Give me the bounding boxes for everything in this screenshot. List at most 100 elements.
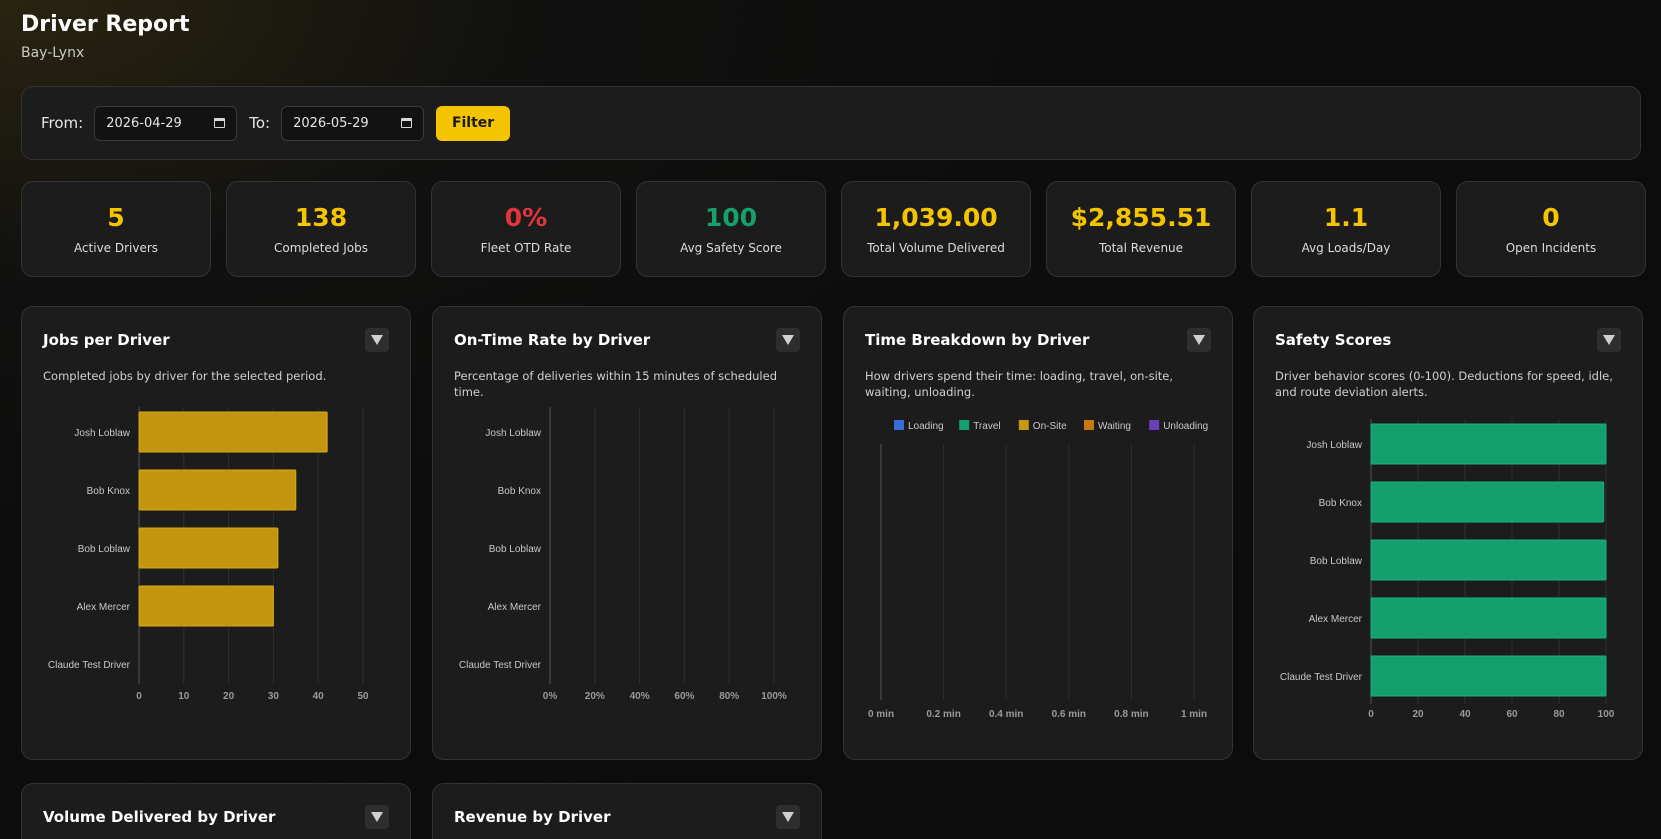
stat-value: $2,855.51 — [1070, 203, 1212, 232]
card-revenue-by-driver: Revenue by Driver — [432, 783, 822, 839]
bar — [1370, 597, 1607, 639]
x-tick-label: 80 — [1553, 709, 1565, 720]
bar — [138, 469, 297, 511]
x-tick-label: 0% — [543, 691, 558, 702]
page-title: Driver Report — [21, 12, 190, 37]
card-description: How drivers spend their time: loading, t… — [865, 369, 1174, 399]
chevron-down-icon — [371, 812, 383, 822]
stat-value: 100 — [704, 203, 758, 232]
x-tick-label: 0.4 min — [989, 709, 1023, 720]
x-tick-label: 0.6 min — [1052, 709, 1086, 720]
card-title: Time Breakdown by Driver — [865, 331, 1090, 349]
stats-row: 5 Active Drivers 138 Completed Jobs 0% F… — [21, 181, 1646, 277]
bar — [1370, 655, 1607, 697]
calendar-icon[interactable] — [401, 118, 413, 128]
stat-value: 1,039.00 — [874, 203, 998, 232]
stat-value: 1.1 — [1323, 203, 1369, 232]
card-volume-delivered: Volume Delivered by Driver — [21, 783, 411, 839]
to-date-value: 2026-05-29 — [293, 115, 369, 131]
filter-bar: From: 2026-04-29 To: 2026-05-29 Filter — [21, 86, 1641, 160]
collapse-toggle-button[interactable] — [776, 805, 800, 829]
safety-scores-chart: 0 20 40 60 80 100 Josh Loblaw Bob Knox Bob Lobla… — [1280, 419, 1615, 720]
chevron-down-icon — [1603, 335, 1615, 345]
page-subtitle: Bay-Lynx — [21, 45, 85, 61]
legend-swatch — [959, 420, 970, 430]
y-category-label: Alex Mercer — [488, 602, 542, 613]
from-label: From: — [41, 114, 84, 132]
stat-label: Total Revenue — [1098, 241, 1184, 255]
bar — [138, 411, 328, 453]
stat-card-total-volume: 1,039.00 Total Volume Delivered — [841, 181, 1031, 277]
stat-card-avg-loads-day: 1.1 Avg Loads/Day — [1251, 181, 1441, 277]
card-title: On-Time Rate by Driver — [454, 331, 651, 349]
legend-swatch — [1018, 420, 1029, 430]
stat-value: 138 — [294, 203, 348, 232]
jobs-per-driver-chart: 0 10 20 30 40 50 Josh Loblaw Bob Knox Bob Loblaw… — [48, 407, 369, 702]
chevron-down-icon — [782, 812, 794, 822]
stat-label: Completed Jobs — [273, 241, 368, 255]
on-time-rate-chart: 0% 20% 40% 60% 80% 100% Josh Loblaw Bob Knox Bob… — [459, 407, 787, 702]
collapse-toggle-button[interactable] — [365, 328, 389, 352]
x-tick-label: 0 — [1368, 709, 1374, 720]
filter-button[interactable]: Filter — [436, 105, 511, 141]
legend-label: On-Site — [1033, 421, 1067, 432]
y-category-label: Bob Loblaw — [1310, 556, 1363, 567]
stat-label: Open Incidents — [1505, 241, 1597, 255]
bar — [1370, 423, 1607, 465]
legend-label: Travel — [973, 421, 1000, 432]
bar — [138, 585, 274, 627]
stat-label: Avg Loads/Day — [1301, 241, 1391, 255]
x-tick-label: 30 — [268, 691, 280, 702]
stat-card-fleet-otd-rate: 0% Fleet OTD Rate — [431, 181, 621, 277]
x-tick-label: 0 — [136, 691, 142, 702]
collapse-toggle-button[interactable] — [365, 805, 389, 829]
to-label: To: — [249, 114, 271, 132]
y-category-label: Josh Loblaw — [74, 428, 130, 439]
card-jobs-per-driver: Jobs per Driver Completed jobs by driver… — [21, 306, 411, 760]
card-description: Completed jobs by driver for the selecte… — [43, 369, 327, 383]
y-category-label: Alex Mercer — [1309, 614, 1363, 625]
calendar-icon[interactable] — [214, 118, 226, 128]
collapse-toggle-button[interactable] — [776, 328, 800, 352]
card-title: Jobs per Driver — [43, 331, 170, 349]
x-tick-label: 60 — [1506, 709, 1518, 720]
stat-card-open-incidents: 0 Open Incidents — [1456, 181, 1646, 277]
legend-label: Unloading — [1163, 421, 1208, 432]
y-category-label: Bob Knox — [87, 486, 130, 497]
chevron-down-icon — [1193, 335, 1205, 345]
y-category-label: Bob Knox — [498, 486, 541, 497]
x-tick-label: 100 — [1598, 709, 1615, 720]
card-time-breakdown: Time Breakdown by Driver How drivers spe… — [843, 306, 1233, 760]
card-safety-scores: Safety Scores Driver behavior scores (0-… — [1253, 306, 1643, 760]
chevron-down-icon — [371, 335, 383, 345]
card-description: Driver behavior scores (0-100). Deductio… — [1275, 369, 1613, 399]
x-tick-label: 0 min — [868, 709, 894, 720]
x-tick-label: 0.8 min — [1114, 709, 1148, 720]
stat-value: 0 — [1542, 203, 1560, 232]
from-date-input[interactable]: 2026-04-29 — [94, 105, 238, 141]
legend-swatch — [894, 420, 904, 430]
stat-card-total-revenue: $2,855.51 Total Revenue — [1046, 181, 1236, 277]
x-tick-label: 100% — [761, 691, 787, 702]
y-category-label: Bob Loblaw — [78, 544, 131, 555]
bar — [138, 527, 279, 569]
legend-label: Loading — [908, 421, 944, 432]
legend-swatch — [1149, 420, 1160, 430]
to-date-input[interactable]: 2026-05-29 — [281, 105, 425, 141]
bar — [1370, 539, 1607, 581]
collapse-toggle-button[interactable] — [1187, 328, 1211, 352]
stat-card-avg-safety-score: 100 Avg Safety Score — [636, 181, 826, 277]
x-tick-label: 40 — [1459, 709, 1471, 720]
legend-swatch — [1084, 420, 1094, 430]
x-tick-label: 50 — [357, 691, 369, 702]
x-tick-label: 20% — [585, 691, 605, 702]
x-tick-label: 60% — [674, 691, 694, 702]
y-category-label: Claude Test Driver — [1280, 672, 1363, 683]
x-tick-label: 40 — [313, 691, 325, 702]
x-tick-label: 20 — [223, 691, 235, 702]
x-tick-label: 20 — [1412, 709, 1424, 720]
x-tick-label: 10 — [178, 691, 190, 702]
collapse-toggle-button[interactable] — [1597, 328, 1621, 352]
stat-label: Active Drivers — [73, 241, 159, 255]
x-tick-label: 1 min — [1181, 709, 1207, 720]
